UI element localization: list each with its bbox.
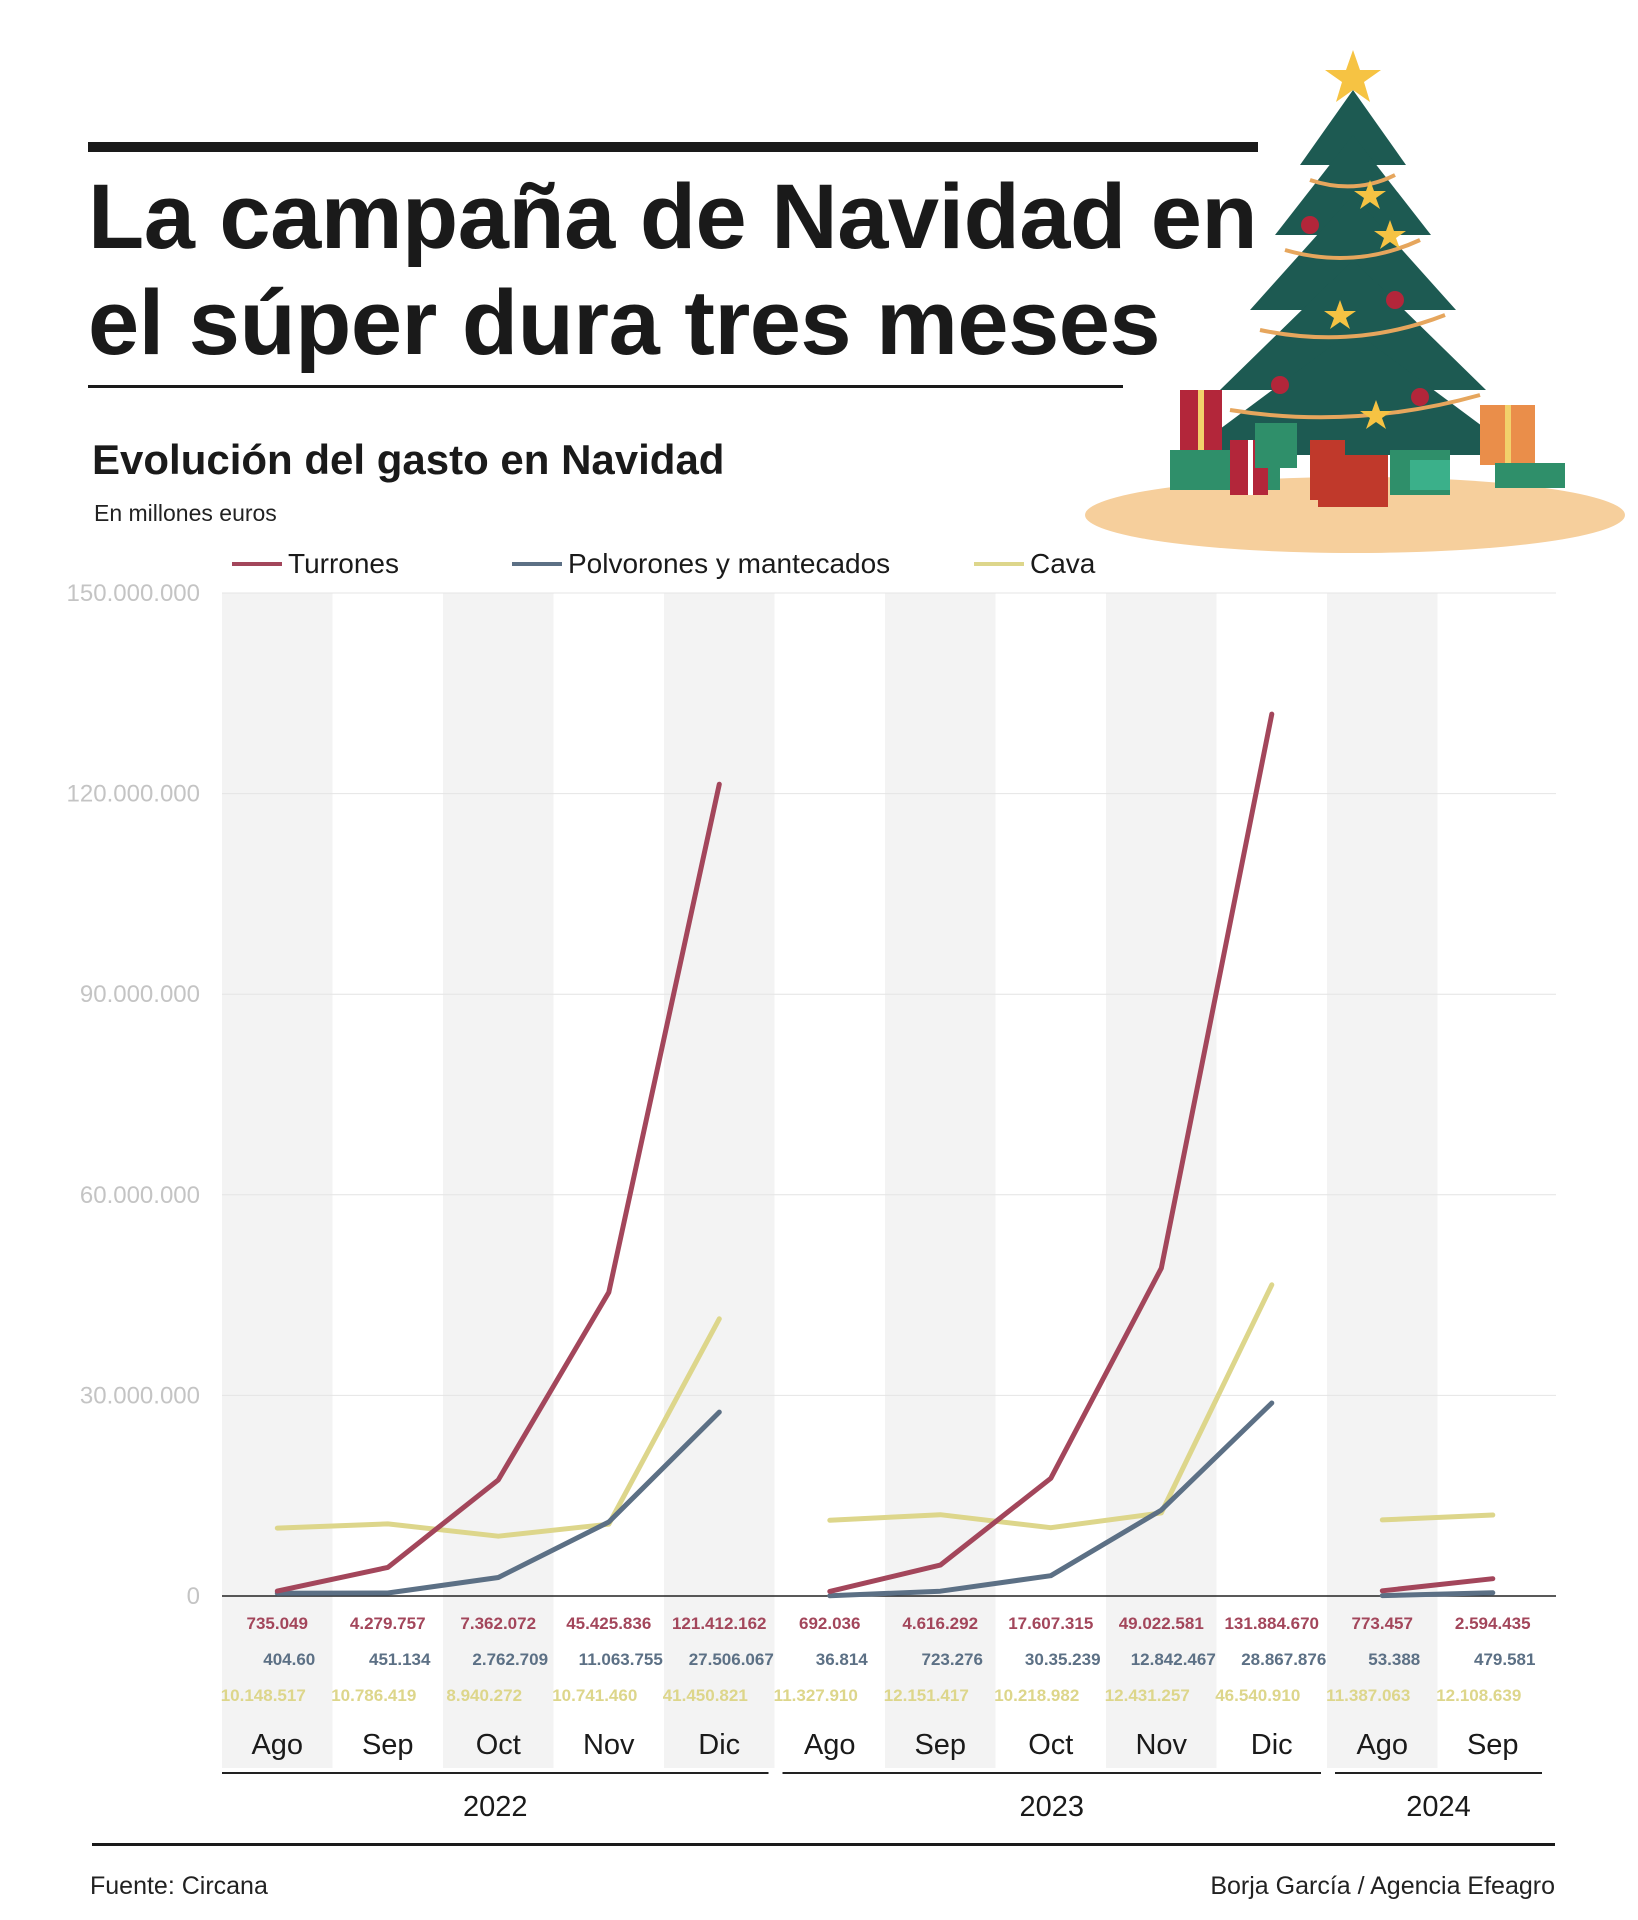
y-tick-label: 90.000.000 <box>80 981 200 1008</box>
column-band <box>1327 593 1438 1768</box>
legend-label-cava: Cava <box>1030 548 1096 579</box>
legend-item-polvorones: Polvorones y mantecados <box>512 544 890 584</box>
data-label-polvorones: 451.134 <box>369 1650 431 1669</box>
data-label-polvorones: 479.581 <box>1474 1650 1535 1669</box>
units-note: En millones euros <box>94 500 277 526</box>
data-label-turrones: 735.049 <box>247 1614 308 1633</box>
series-line-cava <box>1379 1512 1496 1523</box>
column-band <box>664 593 775 1768</box>
y-tick-label: 60.000.000 <box>80 1182 200 1209</box>
gifts-icon <box>1170 390 1565 500</box>
data-label-polvorones: 30.35.239 <box>1025 1650 1101 1669</box>
data-label-turrones: 692.036 <box>799 1614 860 1633</box>
legend-item-turrones: Turrones <box>232 544 399 584</box>
year-label: 2024 <box>1406 1791 1471 1823</box>
data-label-turrones: 773.457 <box>1352 1614 1413 1633</box>
data-label-turrones: 121.412.162 <box>672 1614 767 1633</box>
source-note: Fuente: Circana <box>90 1872 268 1900</box>
x-tick-label: Ago <box>1356 1729 1408 1761</box>
column-band <box>1106 593 1217 1768</box>
x-tick-label: Sep <box>1467 1729 1519 1761</box>
x-tick-label: Nov <box>1135 1729 1187 1761</box>
data-label-cava: 10.741.460 <box>552 1686 637 1705</box>
y-tick-label: 150.000.000 <box>67 580 200 607</box>
ground-shadow <box>1085 477 1625 553</box>
x-tick-label: Ago <box>251 1729 303 1761</box>
legend-swatch-turrones <box>232 562 282 566</box>
tree-icon <box>1185 50 1521 507</box>
data-label-cava: 11.327.910 <box>774 1686 858 1705</box>
data-label-cava: 8.940.272 <box>446 1686 522 1705</box>
x-tick-label: Sep <box>914 1729 966 1761</box>
legend-label-turrones: Turrones <box>288 548 400 579</box>
data-label-turrones: 4.616.292 <box>902 1614 978 1633</box>
y-tick-label: 30.000.000 <box>80 1382 200 1409</box>
title-rule <box>88 385 1123 388</box>
data-label-turrones: 131.884.670 <box>1224 1614 1319 1633</box>
line-chart: 150.000.000 120.000.000 90.000.000 60.000.0… <box>67 580 1556 1823</box>
data-label-polvorones: 2.762.709 <box>472 1650 548 1669</box>
series-line-cava <box>274 1316 722 1539</box>
data-label-cava: 46.540.910 <box>1215 1686 1300 1705</box>
legend-swatch-cava <box>974 562 1024 566</box>
legend-label-polvorones: Polvorones y mantecados <box>568 548 891 579</box>
year-label: 2023 <box>1019 1791 1084 1823</box>
footer-rule <box>92 1843 1555 1846</box>
y-tick-label: 120.000.000 <box>67 781 200 808</box>
data-label-turrones: 2.594.435 <box>1455 1614 1531 1633</box>
data-label-cava: 10.786.419 <box>331 1686 416 1705</box>
x-tick-label: Oct <box>476 1729 521 1761</box>
data-label-turrones: 4.279.757 <box>350 1614 426 1633</box>
data-label-cava: 12.108.639 <box>1436 1686 1521 1705</box>
series-line-polvorones <box>1379 1590 1496 1599</box>
x-tick-label: Nov <box>583 1729 635 1761</box>
data-label-turrones: 17.607.315 <box>1008 1614 1093 1633</box>
chart-subtitle: Evolución del gasto en Navidad <box>92 436 725 483</box>
data-label-cava: 41.450.821 <box>663 1686 748 1705</box>
data-label-turrones: 7.362.072 <box>460 1614 536 1633</box>
column-band <box>222 593 333 1768</box>
data-label-polvorones: 11.063.755 <box>579 1650 663 1669</box>
series-line-polvorones <box>274 1409 722 1596</box>
data-label-polvorones: 53.388 <box>1368 1650 1420 1669</box>
data-label-turrones: 45.425.836 <box>566 1614 651 1633</box>
series-line-turrones <box>1379 1576 1496 1594</box>
page-title: La campaña de Navidad en el súper dura t… <box>88 166 1258 374</box>
data-label-polvorones: 12.842.467 <box>1131 1650 1216 1669</box>
data-label-polvorones: 723.276 <box>922 1650 983 1669</box>
data-label-polvorones: 404.60 <box>263 1650 315 1669</box>
data-label-turrones: 49.022.581 <box>1119 1614 1204 1633</box>
top-rule <box>88 142 1258 152</box>
series-line-cava <box>827 1282 1275 1531</box>
legend-item-cava: Cava <box>974 544 1095 584</box>
credit-note: Borja García / Agencia Efeagro <box>1210 1872 1555 1900</box>
legend-swatch-polvorones <box>512 562 562 566</box>
column-band <box>443 593 554 1768</box>
x-tick-label: Dic <box>698 1729 740 1761</box>
data-label-cava: 10.148.517 <box>221 1686 306 1705</box>
x-tick-label: Dic <box>1251 1729 1293 1761</box>
x-tick-label: Sep <box>362 1729 414 1761</box>
y-tick-label: 0 <box>187 1583 200 1610</box>
data-label-polvorones: 36.814 <box>816 1650 869 1669</box>
series-line-turrones <box>274 781 722 1594</box>
data-label-cava: 10.218.982 <box>994 1686 1079 1705</box>
series-line-turrones <box>827 711 1275 1594</box>
x-tick-label: Ago <box>804 1729 856 1761</box>
year-label: 2022 <box>463 1791 528 1823</box>
data-label-polvorones: 27.506.067 <box>689 1650 774 1669</box>
data-label-polvorones: 28.867.876 <box>1241 1650 1326 1669</box>
star-icon <box>1325 50 1381 102</box>
data-label-cava: 11.387.063 <box>1326 1686 1410 1705</box>
data-label-cava: 12.431.257 <box>1105 1686 1190 1705</box>
christmas-tree-illustration <box>1085 50 1625 553</box>
data-label-cava: 12.151.417 <box>884 1686 969 1705</box>
x-tick-label: Oct <box>1028 1729 1073 1761</box>
series-line-polvorones <box>827 1400 1275 1599</box>
